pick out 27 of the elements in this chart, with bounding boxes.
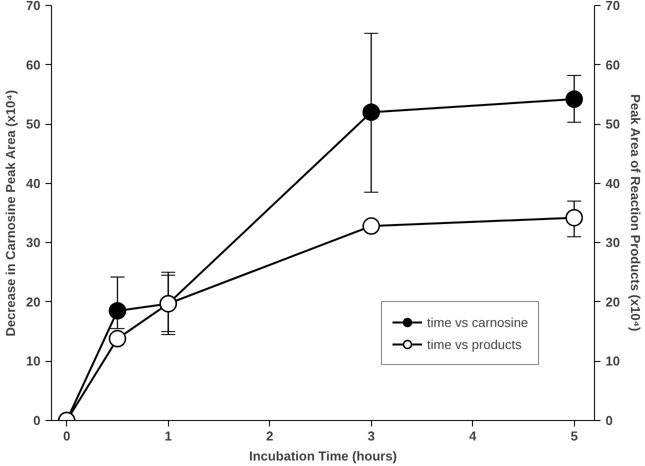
x-tick-label: 3 bbox=[368, 428, 375, 444]
y2-tick-label: 70 bbox=[606, 0, 620, 13]
x-axis-title: Incubation Time (hours) bbox=[249, 448, 397, 464]
y2-tick-label: 50 bbox=[606, 116, 620, 132]
y2-tick-label: 0 bbox=[606, 413, 613, 428]
y-tick-label: 30 bbox=[26, 235, 41, 250]
legend-label: time vs products bbox=[427, 336, 522, 352]
y-tick-label: 50 bbox=[26, 116, 41, 132]
y2-tick-label: 30 bbox=[606, 235, 620, 250]
x-tick-label: 5 bbox=[570, 428, 578, 444]
y-tick-label: 10 bbox=[26, 354, 41, 369]
legend-label: time vs carnosine bbox=[427, 314, 528, 330]
y2-tick-label: 40 bbox=[606, 176, 620, 191]
x-tick-label: 1 bbox=[164, 428, 172, 444]
y-tick-label: 60 bbox=[26, 57, 41, 72]
x-tick-label: 2 bbox=[266, 428, 274, 444]
x-tick-label: 0 bbox=[63, 428, 70, 444]
y-tick-label: 20 bbox=[26, 294, 41, 310]
y2-axis-title: Peak Area of Reaction Products (x10⁴) bbox=[628, 94, 643, 332]
y2-tick-label: 60 bbox=[606, 57, 620, 72]
y-tick-label: 70 bbox=[26, 0, 41, 13]
y-axis-title: Decrease in Carnosine Peak Area (x10⁴) bbox=[3, 90, 18, 337]
y2-tick-label: 20 bbox=[606, 294, 620, 310]
x-tick-label: 4 bbox=[469, 428, 478, 444]
y2-tick-label: 10 bbox=[606, 354, 620, 369]
y-tick-label: 0 bbox=[33, 413, 41, 428]
y-tick-label: 40 bbox=[26, 176, 41, 191]
